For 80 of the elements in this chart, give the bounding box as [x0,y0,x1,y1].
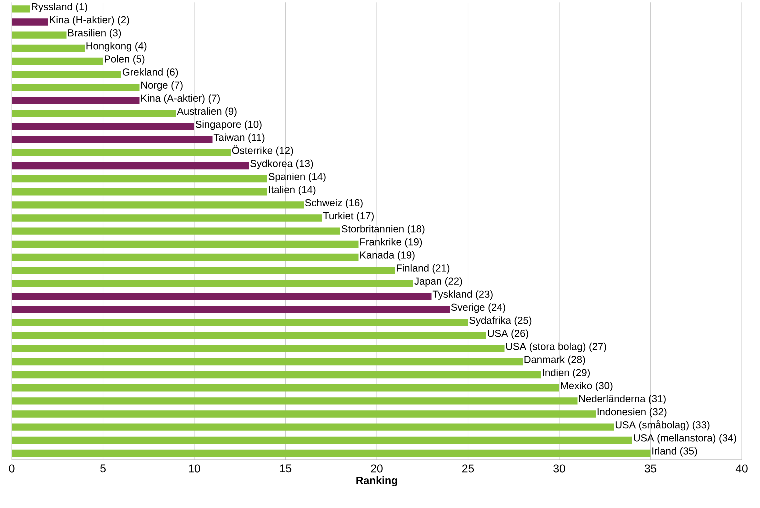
bar [12,136,213,144]
data-label: Schweiz (16) [305,199,363,209]
bar [12,175,268,183]
data-label: Italien (14) [269,186,316,196]
bar [12,319,468,326]
bar [12,384,560,392]
x-tick-label: 5 [100,464,106,473]
bar [12,450,651,458]
data-label: USA (26) [488,330,528,340]
data-label: Turkiet (17) [323,212,374,222]
bar [12,202,304,209]
data-label: Danmark (28) [524,356,586,366]
bar [12,188,268,196]
data-label: Sydkorea (13) [250,160,314,170]
bar [12,110,176,118]
bar [12,280,414,288]
bar [12,436,632,444]
data-label: Australien (9) [177,108,237,118]
data-label: Japan (22) [414,278,462,287]
bar [12,70,122,78]
data-label: Indien (29) [543,368,590,378]
data-label: Tyskland (23) [432,290,493,300]
data-label: Ryssland (1) [32,3,88,13]
bar [12,162,250,170]
data-label: Taiwan (11) [214,134,265,144]
data-label: Österrike (12) [232,146,294,156]
data-label: Kanada (19) [360,251,415,261]
data-label: Norge (7) [142,82,183,91]
x-tick-label: 15 [280,464,292,473]
data-label: Kina (H-aktier) (2) [50,16,130,26]
bar [12,58,104,66]
bar [12,424,614,431]
bar [12,345,505,353]
data-label: USA (småbolag) (33) [616,420,710,431]
x-tick-label: 10 [189,464,200,473]
bar [12,240,359,248]
x-tick-label: 0 [9,464,15,473]
bar [12,306,450,314]
x-tick-label: 35 [644,464,657,473]
x-tick-label: 20 [371,464,383,473]
data-label: Frankrike (19) [360,238,422,248]
data-label: Finland (21) [397,264,450,274]
data-label: Indonesien (32) [598,408,667,418]
bar [12,97,140,104]
bar [12,214,322,222]
x-tick-label: 30 [554,464,566,473]
bar [12,371,542,379]
bar [12,32,67,39]
data-label: USA (mellanstora) (34) [634,434,736,444]
x-axis-title: Ranking [356,476,398,487]
data-label: Storbritannien (18) [342,225,425,235]
bar [12,6,30,13]
data-label: Kina (A-aktier) (7) [142,94,220,104]
bar [12,398,578,405]
bar [12,254,359,262]
data-label: Hongkong (4) [86,42,147,52]
bar [12,123,195,130]
bar [12,228,340,235]
bar [12,149,232,157]
data-label: Singapore (10) [196,120,262,130]
data-label: Irland (35) [652,447,698,457]
bar [12,332,487,340]
bar [12,44,86,52]
data-label: Polen (5) [105,55,145,65]
data-label: Grekland (6) [122,68,178,78]
data-label: Sydafrika (25) [470,316,532,326]
data-label: Sverige (24) [451,304,506,314]
data-label: Brasilien (3) [68,29,122,39]
bar [12,293,432,300]
data-label: Nederländerna (31) [580,395,666,405]
data-label: Spanien (14) [268,172,326,182]
data-label: Mexiko (30) [561,382,613,392]
bar [12,18,48,26]
bar [12,84,140,92]
bar [12,358,524,366]
bar [12,266,396,274]
x-tick-label: 25 [462,464,474,473]
x-tick-label: 40 [736,464,748,473]
data-label: USA (stora bolag) (27) [506,342,606,352]
bar [12,410,596,418]
